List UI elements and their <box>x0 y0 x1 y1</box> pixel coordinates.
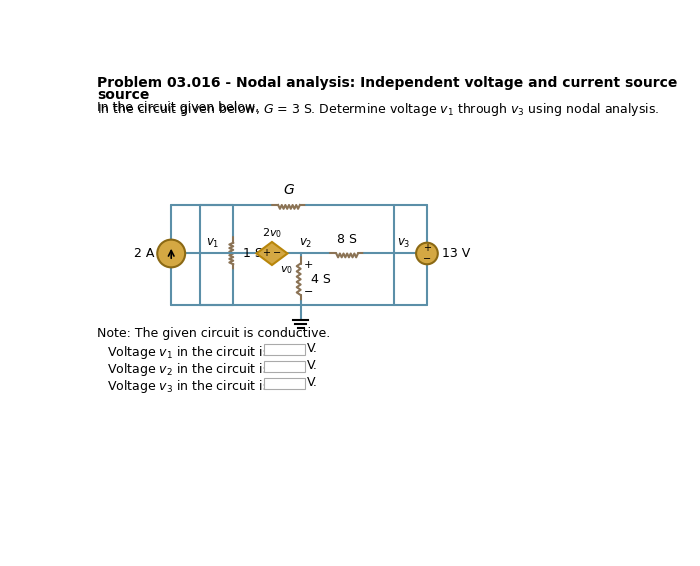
Text: Note: The given circuit is conductive.: Note: The given circuit is conductive. <box>97 327 330 340</box>
Text: V.: V. <box>307 376 318 389</box>
Text: 1 S: 1 S <box>244 247 263 260</box>
Text: 2 A: 2 A <box>134 247 154 260</box>
Text: −: − <box>273 248 281 259</box>
Text: $\mathit{v_3}$: $\mathit{v_3}$ <box>397 237 410 250</box>
Text: Problem 03.016 - Nodal analysis: Independent voltage and current source: Problem 03.016 - Nodal analysis: Indepen… <box>97 76 677 91</box>
Text: $\mathit{v_1}$: $\mathit{v_1}$ <box>206 237 220 250</box>
Text: $\mathit{v_2}$: $\mathit{v_2}$ <box>299 237 312 250</box>
FancyBboxPatch shape <box>264 361 304 372</box>
Text: $2v_0$: $2v_0$ <box>262 226 282 239</box>
Text: +: + <box>423 243 431 253</box>
Polygon shape <box>256 242 288 265</box>
Text: −: − <box>304 288 313 297</box>
Circle shape <box>416 243 438 264</box>
Text: −: − <box>423 254 431 264</box>
Circle shape <box>158 239 185 267</box>
Text: 13 V: 13 V <box>442 247 470 260</box>
Text: G: G <box>284 182 295 196</box>
Text: In the circuit given below, $G$ = 3 S. Determine voltage $v_1$ through $v_3$ usi: In the circuit given below, $G$ = 3 S. D… <box>97 101 659 118</box>
Text: In the circuit given below,: In the circuit given below, <box>97 101 263 114</box>
FancyBboxPatch shape <box>264 344 304 355</box>
Text: V.: V. <box>307 342 318 355</box>
Text: Voltage $v_3$ in the circuit is: Voltage $v_3$ in the circuit is <box>107 378 270 395</box>
Text: +: + <box>304 260 313 269</box>
Text: 4 S: 4 S <box>311 273 330 286</box>
Text: V.: V. <box>307 359 318 372</box>
Text: 8 S: 8 S <box>337 233 357 246</box>
Text: Voltage $v_2$ in the circuit is: Voltage $v_2$ in the circuit is <box>107 361 270 378</box>
Text: Voltage $v_1$ in the circuit is: Voltage $v_1$ in the circuit is <box>107 344 270 361</box>
Text: source: source <box>97 88 149 102</box>
FancyBboxPatch shape <box>264 378 304 389</box>
Text: +: + <box>262 248 270 259</box>
Text: $\mathit{v_0}$: $\mathit{v_0}$ <box>280 264 293 276</box>
